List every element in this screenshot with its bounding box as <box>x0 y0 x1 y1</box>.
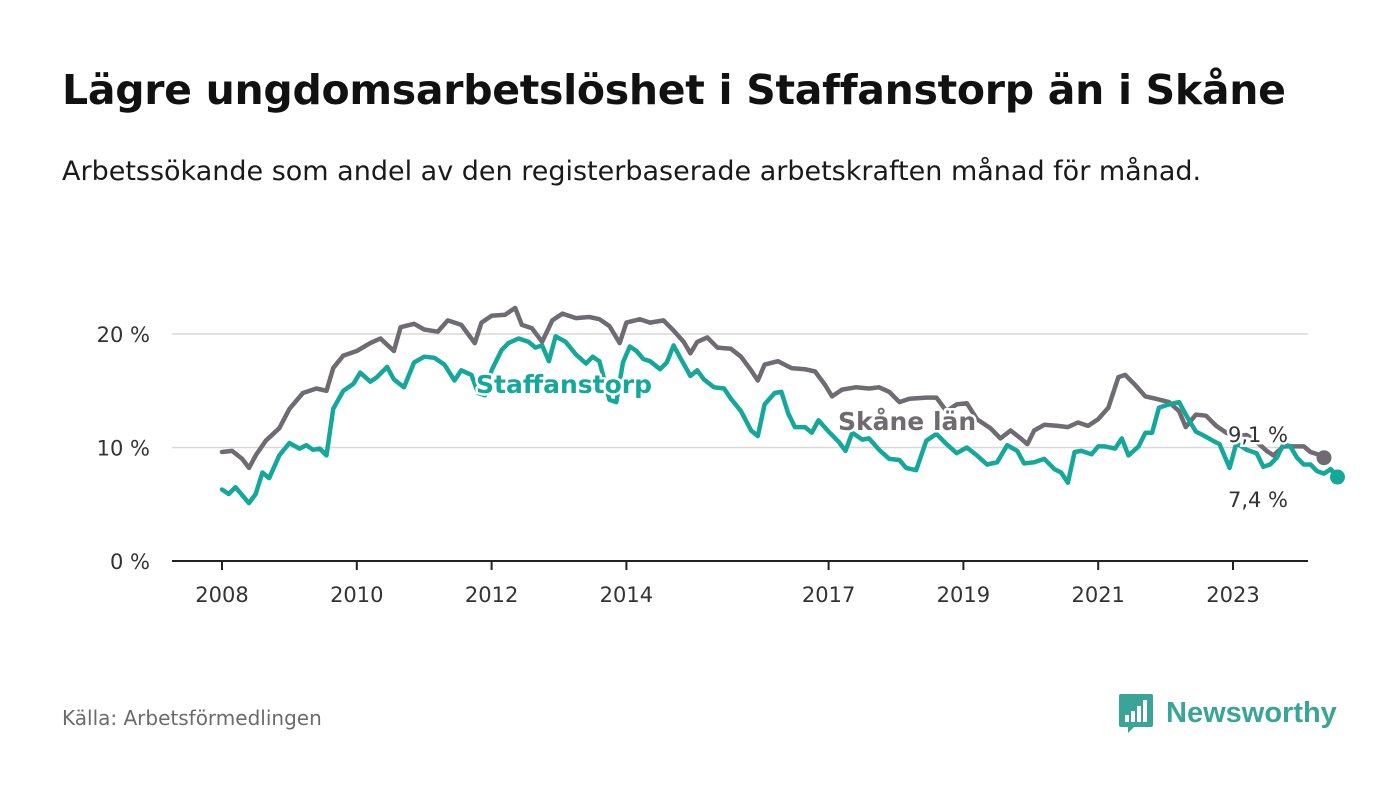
x-tick-label-2008: 2008 <box>195 583 248 607</box>
y-tick-label-0: 0 % <box>110 550 150 574</box>
series-lines <box>219 305 1345 506</box>
x-tick-label-2014: 2014 <box>600 583 653 607</box>
y-axis-tick-labels: 0 % 10 % 20 % <box>97 323 150 574</box>
series-line-sk-ne-l-n <box>219 305 1327 471</box>
series-label-staffanstorp: Staffanstorp <box>476 370 652 399</box>
x-axis-ticks: 2008 2010 2012 2014 2017 2019 2021 2023 <box>172 560 1308 607</box>
chart-subtitle: Arbetssökande som andel av den registerb… <box>62 156 1202 187</box>
series-line-staffanstorp <box>219 334 1340 506</box>
brand-logo[interactable]: Newsworthy <box>1118 690 1337 736</box>
brand-name: Newsworthy <box>1166 696 1337 729</box>
end-point-staffanstorp <box>1329 469 1345 485</box>
x-tick-label-2012: 2012 <box>465 583 518 607</box>
x-tick-label-2021: 2021 <box>1071 583 1124 607</box>
x-tick-label-2019: 2019 <box>937 583 990 607</box>
end-point-sk-ne-l-n <box>1316 450 1332 466</box>
chart-title: Lägre ungdomsarbetslöshet i Staffanstorp… <box>62 66 1286 114</box>
line-chart: 0 % 10 % 20 % 2008 2010 2012 2014 2017 2019 2021… <box>97 305 1345 607</box>
x-tick-label-2017: 2017 <box>802 583 855 607</box>
source-note: Källa: Arbetsförmedlingen <box>62 706 322 730</box>
series-label-skane: Skåne län <box>838 407 976 436</box>
series-labels: Staffanstorp Skåne län 9,1 % 7,4 % <box>474 368 1291 515</box>
x-tick-label-2010: 2010 <box>330 583 383 607</box>
bar-chart-icon <box>1119 694 1153 733</box>
end-label-staffanstorp: 7,4 % <box>1228 488 1288 512</box>
y-tick-label-20: 20 % <box>97 323 150 347</box>
y-tick-label-10: 10 % <box>97 437 150 461</box>
x-tick-label-2023: 2023 <box>1206 583 1259 607</box>
end-label-skane: 9,1 % <box>1228 423 1288 447</box>
gridlines <box>172 333 1308 449</box>
